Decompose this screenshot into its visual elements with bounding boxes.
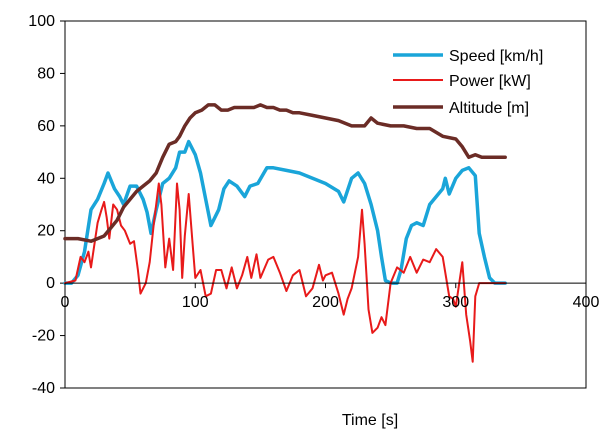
axis-layer: 0 100 200 300 400	[61, 282, 600, 311]
legend: Speed [km/h] Power [kW] Altitude [m]	[393, 48, 543, 117]
x-tick-label: 300	[442, 294, 469, 311]
series-layer	[63, 103, 507, 363]
x-tick-label: 0	[61, 294, 70, 311]
x-axis-title: Time [s]	[342, 412, 398, 429]
legend-label: Altitude [m]	[449, 100, 529, 117]
series-line-3	[63, 103, 507, 243]
y-tick-label: 80	[37, 65, 55, 82]
y-tick-label: 20	[37, 223, 55, 240]
legend-label: Power [kW]	[449, 73, 531, 90]
series-line-2	[64, 182, 507, 363]
y-tick-label: 40	[37, 170, 55, 187]
series-line-1	[63, 139, 507, 285]
y-tick-label: -40	[32, 380, 55, 397]
x-tick-label: 400	[573, 294, 600, 311]
plot-frame	[64, 20, 587, 389]
y-tick-label: 100	[28, 13, 55, 30]
ticks-layer: -40 -20 0 20 40 60 80 100	[28, 13, 65, 397]
x-tick-label: 200	[312, 294, 339, 311]
legend-label: Speed [km/h]	[449, 48, 543, 65]
y-tick-label: -20	[32, 328, 55, 345]
x-tick-label: 100	[182, 294, 209, 311]
y-tick-label: 60	[37, 118, 55, 135]
y-tick-label: 0	[46, 275, 55, 292]
